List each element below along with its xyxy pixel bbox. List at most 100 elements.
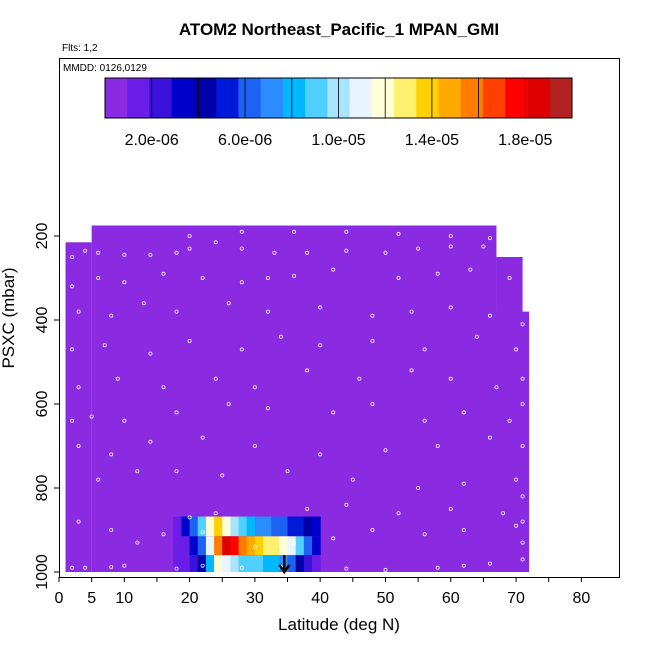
flight-point: [122, 563, 127, 568]
heatmap-cell: [385, 269, 451, 329]
flight-point: [331, 410, 336, 415]
plume-cell: [189, 516, 199, 537]
flight-point: [481, 244, 486, 249]
x-tick-label: 20: [181, 590, 199, 607]
plume-cell: [246, 555, 256, 572]
plume-cell: [303, 516, 313, 537]
flight-point: [507, 275, 512, 280]
plume-cell: [189, 536, 199, 556]
flight-point: [396, 511, 401, 516]
colorbar-swatch: [105, 78, 128, 118]
flight-point: [318, 452, 323, 457]
y-axis-label: PSXC (mbar): [0, 267, 18, 368]
y-tick-label: 800: [34, 475, 51, 502]
flight-point: [96, 275, 101, 280]
flight-point: [70, 284, 75, 289]
colorbar-swatch: [549, 78, 573, 118]
flight-point: [292, 540, 297, 545]
plume-cell: [214, 516, 223, 537]
flight-point: [161, 271, 166, 276]
flight-point: [520, 494, 525, 499]
flight-point: [265, 406, 270, 411]
colorbar-swatch: [260, 78, 284, 118]
plume-cell: [205, 555, 215, 572]
flight-point: [435, 565, 440, 570]
flight-point: [500, 246, 505, 251]
flight-point: [174, 250, 179, 255]
flight-point: [239, 246, 244, 251]
flight-point: [448, 233, 453, 238]
flight-point: [285, 469, 290, 474]
plume-cell: [222, 516, 231, 537]
plume-cell: [263, 536, 272, 556]
flight-point: [487, 435, 492, 440]
colorbar-tick-label: 1.4e-05: [405, 132, 459, 149]
plume-cell: [295, 555, 305, 572]
flight-point: [416, 246, 421, 251]
flight-point: [520, 557, 525, 562]
flight-point: [514, 477, 519, 482]
plume-cell: [303, 536, 313, 556]
plume-cell: [254, 516, 264, 537]
flight-point: [422, 418, 427, 423]
colorbar-swatch: [238, 78, 262, 118]
colorbar-swatch: [483, 78, 506, 118]
flight-point: [83, 248, 88, 253]
flight-point: [174, 410, 179, 415]
flight-point: [135, 469, 140, 474]
plume-cell: [287, 516, 297, 537]
flight-point: [226, 401, 231, 406]
y-axis: 200 400 600 800 1000: [34, 223, 59, 590]
flight-point: [187, 515, 192, 520]
flight-point: [461, 528, 466, 533]
colorbar-swatch: [505, 78, 528, 118]
flight-point: [487, 236, 492, 241]
flight-point: [396, 231, 401, 236]
x-tick-label: 50: [377, 590, 395, 607]
plume-cell: [222, 536, 231, 556]
flight-point: [70, 565, 75, 570]
plume-cell: [263, 516, 272, 537]
plume-cell: [238, 555, 248, 572]
flight-point: [357, 376, 362, 381]
x-tick-label: 10: [115, 590, 133, 607]
flight-point: [200, 435, 205, 440]
plume-cell: [181, 555, 191, 572]
flight-point: [383, 567, 388, 572]
colorbar-tick-label: 1.0e-05: [311, 132, 365, 149]
flight-point: [344, 502, 349, 507]
flight-point: [148, 351, 153, 356]
flight-point: [265, 309, 270, 314]
x-tick-label: 80: [572, 590, 590, 607]
plume-cell: [238, 536, 248, 556]
x-tick-label: 60: [442, 590, 460, 607]
plume-cell: [271, 516, 280, 537]
flight-point: [200, 530, 205, 535]
x-axis-label: Latitude (deg N): [278, 615, 400, 634]
flight-point: [70, 347, 75, 352]
x-tick-label: 0: [55, 590, 64, 607]
flight-point: [344, 229, 349, 234]
plume-cell: [197, 555, 207, 572]
plume-cell: [295, 536, 305, 556]
flight-point: [520, 519, 525, 524]
flight-point: [448, 244, 453, 249]
plume-cell: [197, 536, 207, 556]
flight-point: [96, 477, 101, 482]
plume-cell: [205, 536, 215, 556]
flight-point: [122, 418, 127, 423]
flight-point: [305, 250, 310, 255]
flight-point: [70, 254, 75, 259]
colorbar-tick-label: 6.0e-06: [218, 132, 272, 149]
plume-cell: [173, 536, 182, 556]
flight-point: [487, 561, 492, 566]
flight-point: [89, 414, 94, 419]
x-axis: 0 5 10 20 30 40 50 60 70 80: [55, 577, 590, 607]
flight-point: [96, 250, 101, 255]
plume-cell: [181, 516, 191, 537]
colorbar-tick-label: 2.0e-06: [125, 132, 179, 149]
flight-point: [122, 252, 127, 257]
colorbar: 2.0e-06 6.0e-06 1.0e-05 1.4e-05 1.8e-05: [104, 77, 573, 149]
plume-cell: [173, 555, 182, 572]
